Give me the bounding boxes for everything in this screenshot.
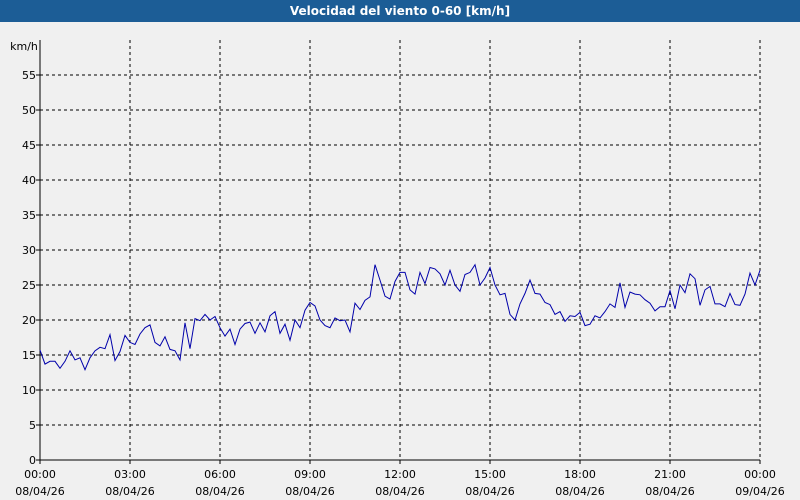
y-tick-label: 25 bbox=[22, 279, 36, 292]
x-tick-date-label: 08/04/26 bbox=[555, 485, 604, 498]
y-tick-label: 10 bbox=[22, 384, 36, 397]
y-tick-label: 45 bbox=[22, 139, 36, 152]
y-axis: 0 5 10 15 20 25 30 35 40 45 50 55 bbox=[22, 40, 41, 467]
x-tick-time-label: 12:00 bbox=[384, 468, 416, 481]
x-tick-time-label: 00:00 bbox=[24, 468, 56, 481]
y-tick-label: 30 bbox=[22, 244, 36, 257]
y-tick-label: 5 bbox=[29, 419, 36, 432]
plot-area bbox=[39, 263, 761, 371]
x-tick-date-label: 08/04/26 bbox=[285, 485, 334, 498]
y-tick-label: 20 bbox=[22, 314, 36, 327]
x-tick-date-label: 08/04/26 bbox=[465, 485, 514, 498]
x-tick-date-label: 08/04/26 bbox=[195, 485, 244, 498]
x-tick-date-label: 09/04/26 bbox=[735, 485, 784, 498]
x-tick-date-label: 08/04/26 bbox=[375, 485, 424, 498]
x-tick-date-label: 08/04/26 bbox=[105, 485, 154, 498]
y-tick-label: 50 bbox=[22, 104, 36, 117]
x-tick-time-label: 15:00 bbox=[474, 468, 506, 481]
x-axis: 00:00 08/04/26 03:00 08/04/26 06:00 08/04/26 0… bbox=[15, 459, 785, 498]
x-tick-date-label: 08/04/26 bbox=[15, 485, 64, 498]
x-tick-time-label: 21:00 bbox=[654, 468, 686, 481]
x-tick-time-label: 18:00 bbox=[564, 468, 596, 481]
y-tick-label: 0 bbox=[29, 454, 36, 467]
y-tick-label: 15 bbox=[22, 349, 36, 362]
y-tick-label: 35 bbox=[22, 209, 36, 222]
x-tick-date-label: 08/04/26 bbox=[645, 485, 694, 498]
x-tick-time-label: 09:00 bbox=[294, 468, 326, 481]
x-tick-time-label: 06:00 bbox=[204, 468, 236, 481]
wind-speed-series-line bbox=[39, 263, 761, 371]
x-tick-time-label: 00:00 bbox=[744, 468, 776, 481]
grid-lines bbox=[40, 40, 761, 460]
x-tick-time-label: 03:00 bbox=[114, 468, 146, 481]
y-tick-label: 40 bbox=[22, 174, 36, 187]
chart-title: Velocidad del viento 0-60 [km/h] bbox=[0, 0, 800, 22]
y-axis-unit-label: km/h bbox=[10, 40, 38, 53]
y-tick-label: 55 bbox=[22, 69, 36, 82]
